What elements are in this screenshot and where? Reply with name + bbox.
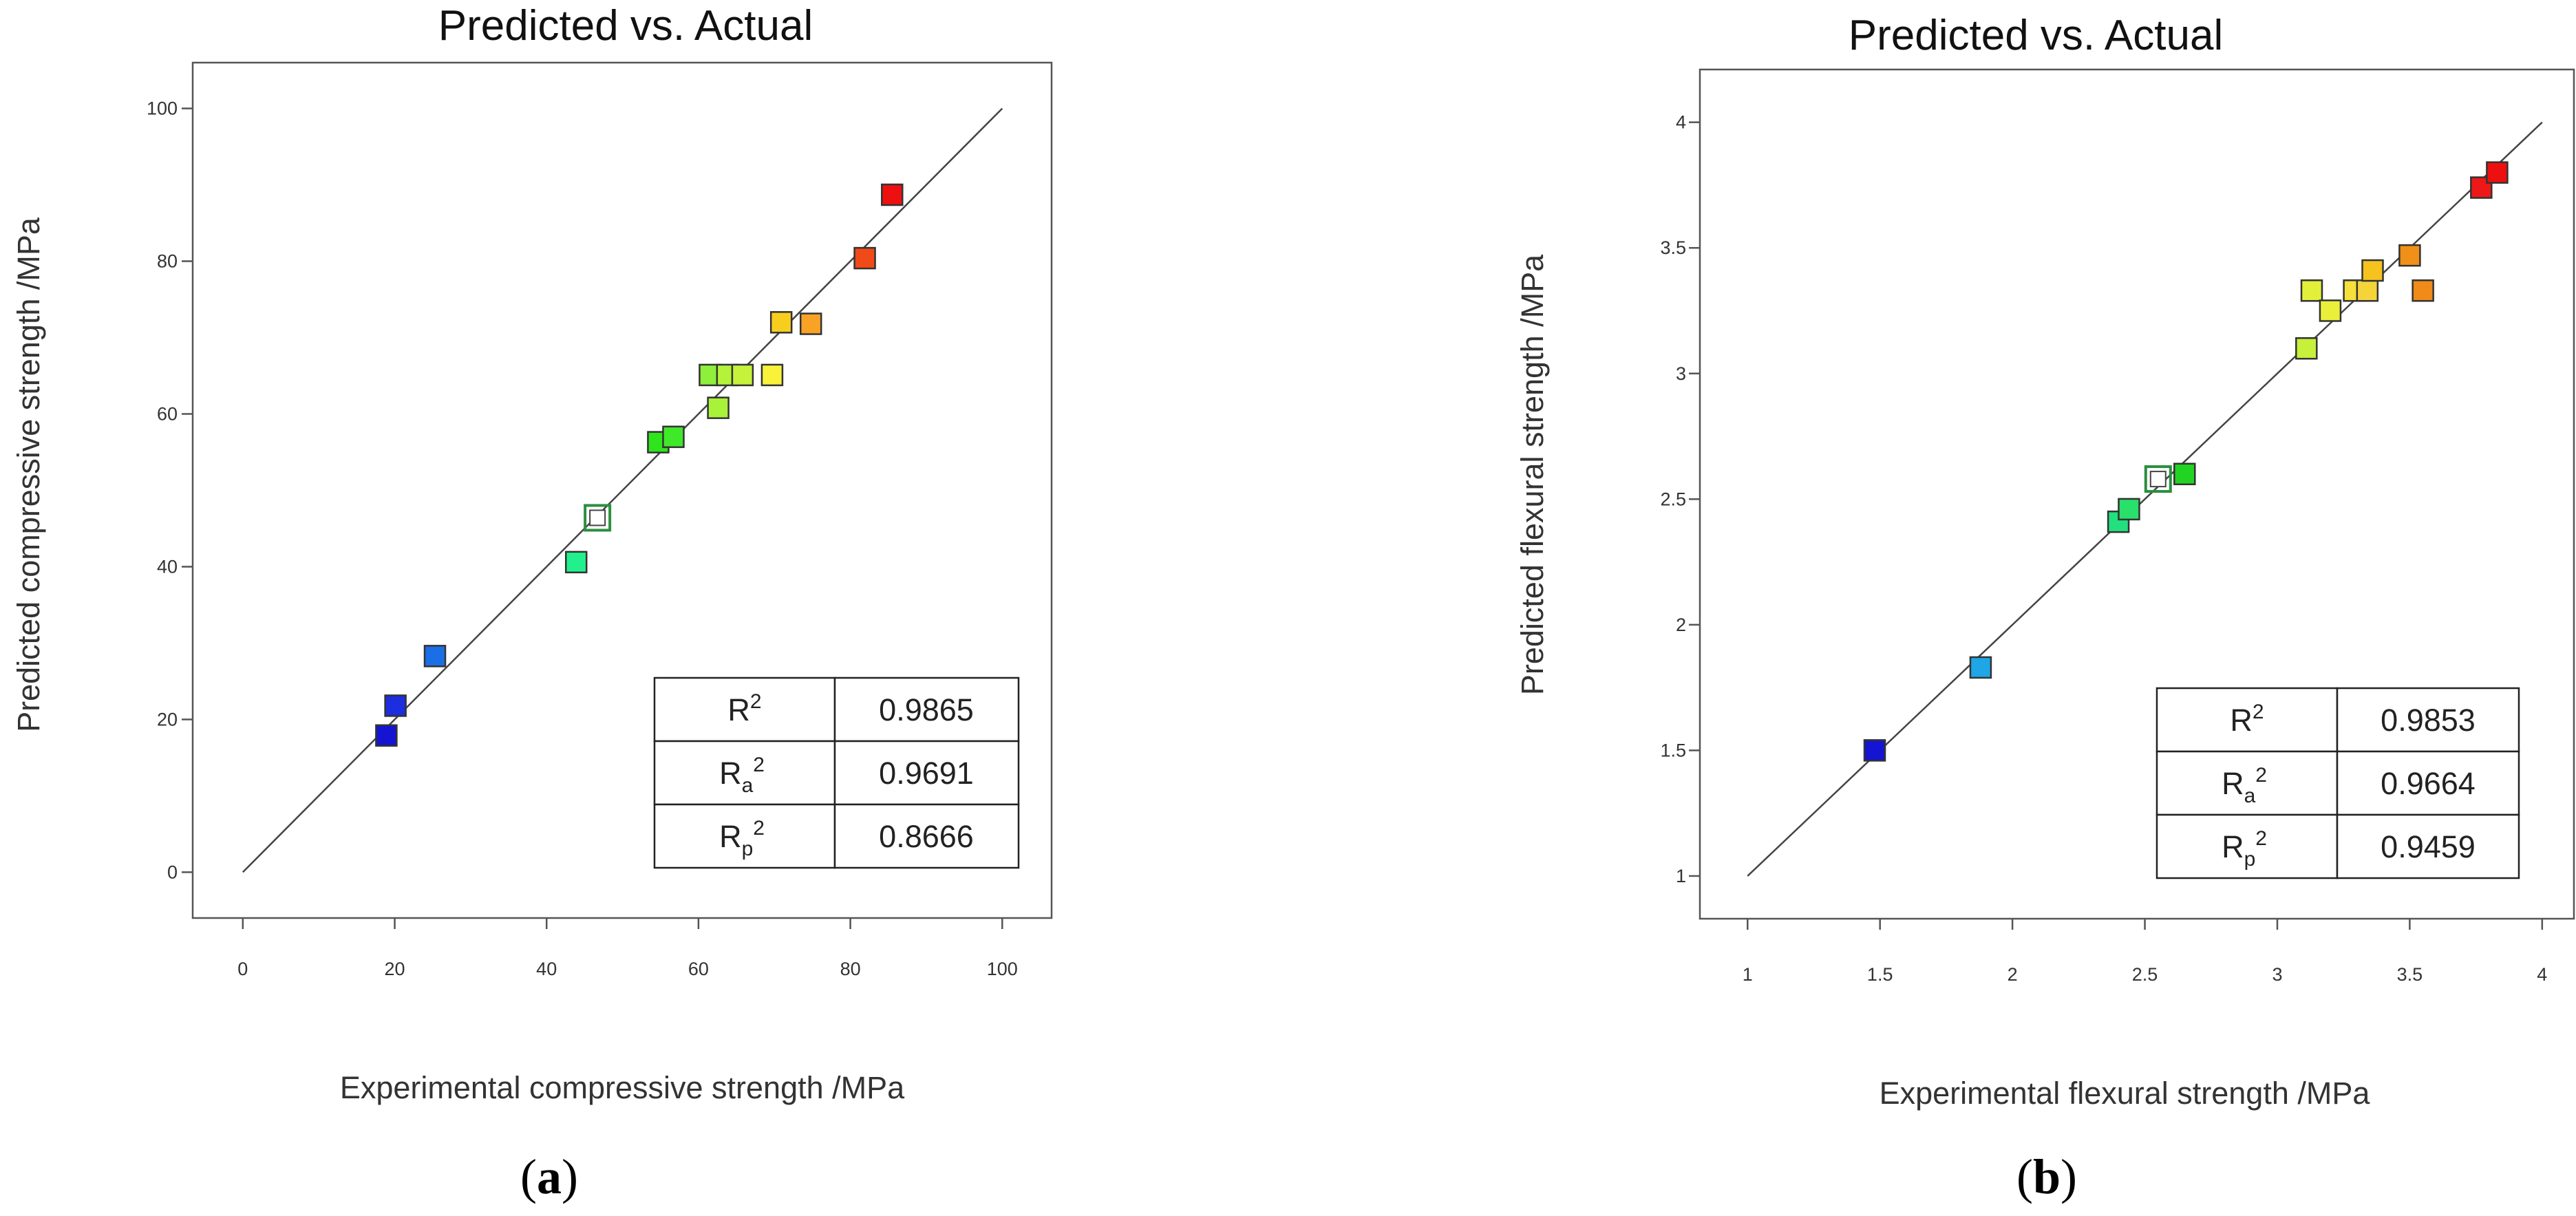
chart-b-data-point: [2356, 279, 2379, 302]
chart-a-highlight-point: [584, 504, 612, 532]
chart-a-x-tick-label: 0: [237, 959, 248, 979]
chart-b-data-point: [1863, 739, 1886, 762]
chart-a-reference-line: [242, 107, 1003, 873]
chart-a-data-point: [881, 183, 904, 206]
chart-b-data-point: [2361, 259, 2384, 282]
chart-a-axes: 0 20 40 60 80 100 0 20 40 60 80 100: [147, 98, 1018, 979]
chart-a-x-tick-label: 80: [840, 959, 861, 979]
chart-a-data-point: [662, 425, 685, 449]
chart-a-stat-value-ra2: 0.9691: [879, 756, 974, 791]
chart-b-y-tick-label: 2: [1676, 615, 1686, 635]
chart-a-data-point: [853, 246, 876, 270]
chart-b-data-point: [2118, 498, 2140, 521]
chart-a-data-points: [375, 183, 904, 747]
chart-a-y-tick-label: 60: [157, 404, 178, 425]
chart-b-table-cell: [2336, 750, 2520, 816]
chart-a-table-cell: [833, 803, 1020, 869]
chart-b-stat-value-ra2: 0.9664: [2381, 766, 2476, 801]
chart-b-data-point: [2173, 462, 2196, 486]
chart-a-table-cell: [653, 740, 836, 806]
chart-a-data-point: [423, 645, 447, 668]
chart-b-axes: 1 1.5 2 2.5 3 3.5 4 1 1.5 2 2.5 3 3.5 4: [1660, 112, 2547, 985]
chart-b-stat-label-r2: R2: [2230, 701, 2264, 738]
chart-b-y-tick-label: 1.5: [1660, 740, 1686, 760]
chart-b-stat-label-ra2: Ra2: [2222, 764, 2267, 807]
chart-b-data-point: [2412, 279, 2434, 302]
chart-a-y-tick-label: 100: [147, 98, 178, 119]
chart-b-x-tick-label: 4: [2537, 964, 2547, 985]
chart-a-table-cell: [833, 740, 1020, 806]
chart-b-x-axis-title: Experimental flexural strength /MPa: [1880, 1076, 2371, 1111]
chart-a-y-tick-label: 40: [157, 556, 178, 577]
chart-b-x-tick-label: 2.5: [2132, 964, 2158, 985]
chart-b-stat-value-rp2: 0.9459: [2381, 829, 2476, 864]
chart-a-stat-value-rp2: 0.8666: [879, 819, 974, 854]
chart-b-title: Predicted vs. Actual: [1849, 12, 2224, 59]
chart-b-y-tick-label: 2.5: [1660, 489, 1686, 509]
chart-a-stat-label-ra2: Ra2: [719, 754, 765, 797]
chart-a-stat-label-rp2: Rp2: [719, 817, 765, 860]
chart-a-x-tick-label: 40: [536, 959, 557, 979]
chart-b-highlight-point: [2144, 465, 2172, 493]
chart-a-panel-label: (a): [520, 1149, 578, 1204]
chart-b-x-tick-label: 3: [2272, 964, 2282, 985]
chart-a-x-tick-label: 60: [688, 959, 709, 979]
chart-b-y-axis-title: Predicted flexural strength /MPa: [1515, 254, 1550, 695]
chart-a-data-point: [769, 311, 793, 334]
chart-b-table-cell: [2336, 813, 2520, 879]
chart-b-y-tick-label: 1: [1676, 866, 1686, 886]
chart-a-data-point: [799, 312, 822, 335]
chart-a-x-tick-label: 20: [384, 959, 405, 979]
chart-a-y-tick-label: 80: [157, 251, 178, 272]
chart-panel-b: Predicted vs. Actual 1 1.5 2 2.5 3 3.5 4 1 1.5 2 2…: [1515, 12, 2575, 1204]
chart-b-y-tick-label: 4: [1676, 112, 1686, 133]
chart-b-y-tick-label: 3.5: [1660, 237, 1686, 258]
chart-a-data-point: [375, 724, 398, 747]
chart-a-data-point: [707, 396, 730, 419]
chart-b-stat-value-r2: 0.9853: [2381, 703, 2476, 738]
chart-a-x-axis-title: Experimental compressive strength /MPa: [340, 1070, 905, 1105]
chart-b-x-tick-label: 2: [2008, 964, 2018, 985]
chart-a-data-point: [760, 363, 784, 387]
chart-a-x-tick-label: 100: [987, 959, 1018, 979]
chart-b-x-tick-label: 1.5: [1867, 964, 1893, 985]
chart-a-stat-label-r2: R2: [727, 690, 761, 727]
chart-b-x-tick-label: 3.5: [2397, 964, 2423, 985]
chart-b-stat-label-rp2: Rp2: [2222, 827, 2267, 871]
chart-a-data-point: [384, 694, 407, 717]
chart-a-y-axis-title: Predicted compressive strength /MPa: [11, 217, 46, 732]
chart-b-table-cell: [2336, 687, 2520, 753]
chart-b-data-point: [2295, 337, 2318, 360]
chart-b-data-point: [1969, 656, 1992, 679]
chart-a-stat-value-r2: 0.9865: [879, 692, 974, 727]
chart-a-data-point: [731, 363, 754, 387]
chart-b-data-point: [2319, 299, 2342, 322]
chart-a-highlight-point-inner: [589, 509, 606, 526]
chart-b-data-point: [2486, 161, 2509, 184]
chart-a-title: Predicted vs. Actual: [438, 2, 813, 50]
chart-a-data-point: [564, 551, 588, 574]
chart-a-stats-table: R2 0.9865 Ra2 0.9691 Rp2 0.8666: [653, 676, 1020, 869]
chart-b-table-cell: [2155, 813, 2339, 879]
chart-b-data-point: [2300, 279, 2323, 302]
chart-panel-a: Predicted vs. Actual 0 20 40 60 80 100 0 20 40 60…: [11, 2, 1053, 1204]
chart-a-y-tick-label: 20: [157, 709, 178, 729]
chart-b-stats-table: R2 0.9853 Ra2 0.9664 Rp2 0.9459: [2155, 687, 2520, 879]
chart-a-table-cell: [833, 676, 1020, 743]
chart-b-data-point: [2398, 244, 2421, 267]
chart-b-panel-label: (b): [2016, 1149, 2077, 1204]
chart-b-y-tick-label: 3: [1676, 363, 1686, 384]
chart-b-data-points: [1863, 161, 2509, 762]
chart-a-y-tick-label: 0: [167, 862, 178, 882]
chart-b-highlight-point-inner: [2149, 471, 2167, 488]
chart-b-x-tick-label: 1: [1743, 964, 1753, 985]
